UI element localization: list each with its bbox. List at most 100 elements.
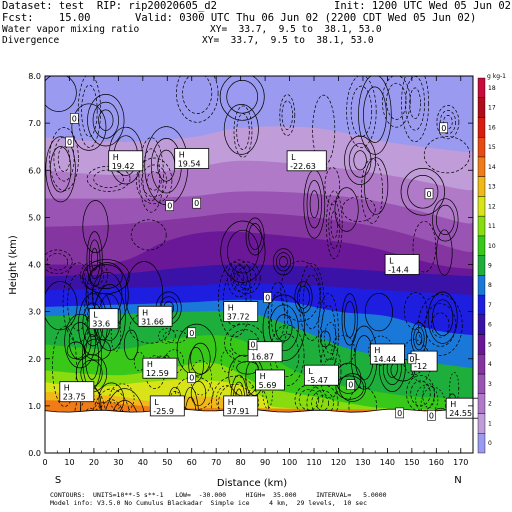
extremum-kind: L (389, 257, 394, 266)
extremum-kind: L (291, 153, 296, 162)
divergence-contour (326, 190, 343, 260)
extremum-kind: H (147, 360, 153, 369)
divergence-contour (363, 86, 387, 143)
divergence-contour (281, 100, 293, 130)
x-axis-label: Distance (km) (217, 478, 287, 489)
divergence-contour (88, 239, 101, 279)
zero-label-box (263, 292, 272, 303)
x-tick-label: 50 (162, 458, 172, 467)
divergence-contour (236, 361, 259, 375)
divergence-contour (361, 158, 383, 224)
colorbar-tick-label: 14 (488, 164, 496, 171)
colorbar-tick-label: 4 (488, 361, 492, 368)
x-tick-label: 140 (380, 458, 395, 467)
divergence-contour (432, 198, 459, 242)
valid-line: Valid: 0300 UTC Thu 06 Jun 02 (2200 CDT … (135, 12, 477, 24)
divergence-contour (83, 338, 111, 361)
colorbar-tick-label: 9 (488, 263, 492, 270)
x-tick-label: 150 (404, 458, 419, 467)
extremum-box (142, 357, 178, 379)
extremum-label: H5.69 (255, 369, 285, 391)
terrain-ground (44, 408, 474, 454)
divergence-contour (275, 252, 291, 272)
extremum-label: H37.91 (223, 395, 259, 417)
divergence-contour (272, 248, 294, 276)
divergence-contour (176, 323, 217, 376)
extremum-value: 37.72 (227, 313, 250, 322)
extremum-box (223, 301, 259, 323)
x-tick-label: 20 (89, 458, 99, 467)
extremum-value: -25.9 (153, 407, 174, 416)
divergence-contour (49, 127, 79, 191)
x-tick-label: 10 (64, 458, 74, 467)
divergence-contour (138, 137, 164, 213)
divergence-contour (84, 265, 105, 286)
extremum-label: L33.6 (88, 308, 119, 330)
divergence-contour (407, 175, 439, 209)
extremum-kind: H (260, 372, 266, 381)
divergence-contour (220, 220, 266, 283)
divergence-contour (81, 84, 98, 137)
divergence-contour (401, 76, 430, 143)
extremum-value: 19.54 (178, 160, 201, 169)
divergence-contour (67, 274, 89, 331)
y-tick-label: 0.0 (28, 449, 41, 458)
divergence-contour (435, 204, 455, 236)
colorbar-tick-label: 10 (488, 243, 496, 250)
extremum-label: H31.66 (137, 305, 173, 327)
divergence-contour (309, 190, 319, 219)
colorbar-tick-label: 6 (488, 322, 492, 329)
left-endpoint-label: S (55, 475, 61, 486)
divergence-contour (334, 187, 359, 232)
divergence-contour (350, 85, 373, 138)
divergence-contour (91, 247, 99, 271)
zero-label: 0 (72, 114, 77, 123)
extremum-value: -5.47 (307, 376, 328, 385)
y-tick-label: 1.0 (28, 402, 41, 411)
divergence-contour (422, 383, 435, 409)
divergence-contour (226, 80, 259, 114)
divergence-contour (49, 146, 72, 193)
divergence-contour (68, 322, 92, 361)
divergence-contour (222, 273, 247, 327)
divergence-contour (86, 231, 103, 288)
x-tick-label: 0 (42, 458, 47, 467)
divergence-contour (306, 180, 322, 229)
extremum-value: -12 (414, 362, 427, 371)
colorbar-swatch (477, 314, 486, 335)
divergence-contour (236, 113, 250, 150)
zero-label: 0 (189, 374, 194, 383)
zero-label-box (248, 339, 258, 350)
divergence-contour (331, 334, 355, 366)
extremum-box (108, 150, 144, 172)
terrain-layer (44, 408, 474, 454)
extremum-label: H24.55 (445, 397, 481, 419)
divergence-contour (403, 291, 428, 330)
divergence-contour (82, 259, 130, 295)
field1-label: Water vapor mixing ratio (2, 24, 140, 35)
init-line: Init: 1200 UTC Wed 05 Jun 02 (334, 0, 512, 12)
x-tick-label: 70 (211, 458, 221, 467)
divergence-contour (363, 157, 389, 215)
colorbar-swatch (477, 136, 486, 158)
divergence-contour (311, 389, 334, 417)
divergence-contour (45, 136, 76, 203)
extremum-value: 24.55 (449, 409, 472, 418)
divergence-contour (227, 259, 252, 298)
extremum-box (303, 364, 339, 386)
extremum-label: L-25.9 (149, 395, 185, 417)
colorbar-swatch (477, 413, 486, 434)
divergence-contour (141, 164, 167, 198)
extremum-kind: H (450, 400, 456, 409)
divergence-contour (245, 217, 265, 256)
colorbar-swatch (477, 393, 486, 414)
divergence-contour (423, 136, 471, 174)
colorbar-swatch (477, 334, 486, 355)
y-tick-label: 8.0 (28, 72, 41, 81)
extremum-box (223, 395, 259, 417)
colorbar-swatch (477, 294, 486, 316)
extremum-label: H12.59 (142, 357, 178, 379)
extremum-box (59, 381, 95, 403)
divergence-contour (233, 105, 253, 158)
